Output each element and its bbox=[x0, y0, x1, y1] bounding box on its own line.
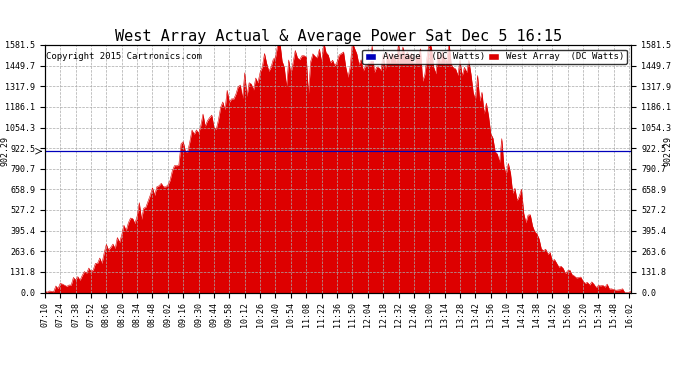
Text: 902.29: 902.29 bbox=[664, 136, 673, 166]
Text: 902.29: 902.29 bbox=[1, 136, 10, 166]
Title: West Array Actual & Average Power Sat Dec 5 16:15: West Array Actual & Average Power Sat De… bbox=[115, 29, 562, 44]
Text: Copyright 2015 Cartronics.com: Copyright 2015 Cartronics.com bbox=[46, 53, 202, 62]
Legend: Average  (DC Watts), West Array  (DC Watts): Average (DC Watts), West Array (DC Watts… bbox=[362, 50, 627, 64]
